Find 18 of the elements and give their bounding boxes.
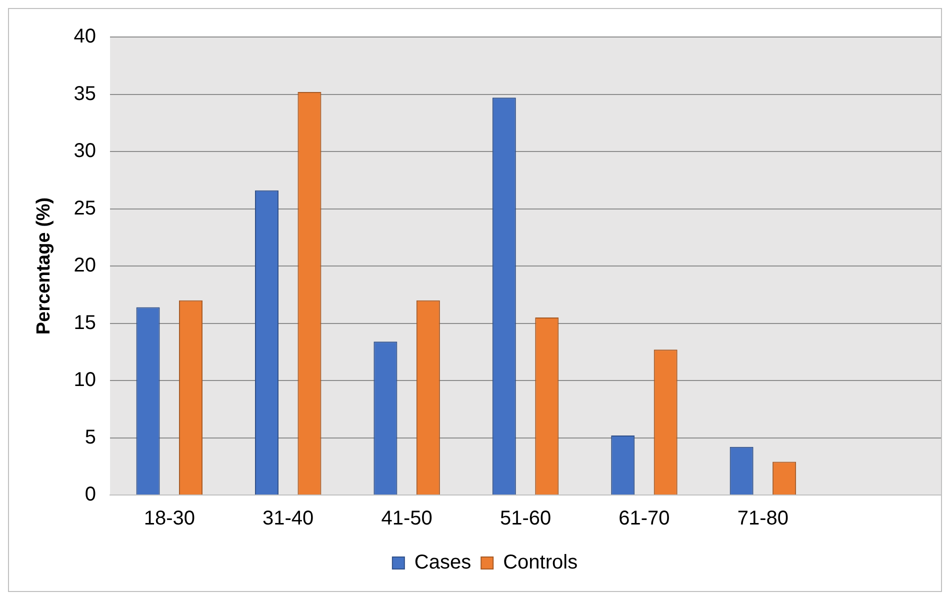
y-tick-label: 35 xyxy=(74,82,96,105)
legend-label: Controls xyxy=(503,552,578,574)
legend-label: Cases xyxy=(414,552,472,574)
y-tick-label: 15 xyxy=(74,312,96,334)
y-tick-label: 30 xyxy=(74,140,96,162)
x-tick-label: 41-50 xyxy=(381,508,432,530)
x-tick-label: 18-30 xyxy=(144,508,195,530)
x-tick-label: 71-80 xyxy=(737,508,789,530)
y-tick-label: 5 xyxy=(84,426,96,448)
x-tick-label: 61-70 xyxy=(618,508,670,530)
x-tick-label: 51-60 xyxy=(500,508,552,530)
y-tick-label: 20 xyxy=(74,254,96,277)
y-axis-title: Percentage (%) xyxy=(34,197,55,335)
y-tick-label: 25 xyxy=(74,197,96,220)
y-tick-label: 0 xyxy=(84,484,96,506)
x-tick-label: 31-40 xyxy=(262,508,314,530)
y-tick-label: 10 xyxy=(74,369,96,392)
y-tick-label: 40 xyxy=(74,26,96,48)
